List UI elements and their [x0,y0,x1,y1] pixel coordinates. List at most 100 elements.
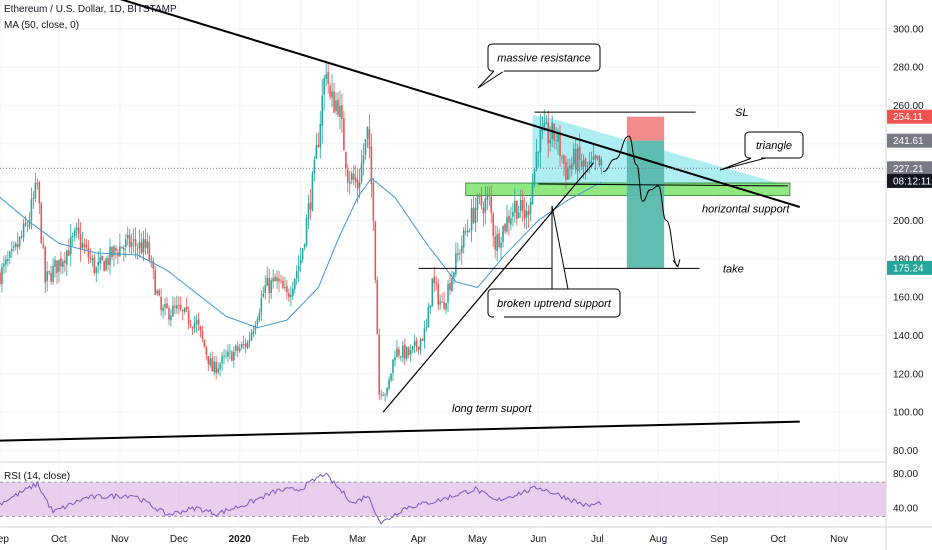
candle-body [132,239,135,241]
candle-body [238,348,241,351]
candle-body [107,257,109,265]
rsi-legend[interactable]: RSI (14, close) [4,471,71,482]
candle-body [337,99,339,115]
time-tick-label: Nov [830,534,848,545]
candle-body [195,320,198,324]
time-tick-label: Jun [530,534,546,545]
candle-body [213,361,215,372]
candle-body [20,236,23,237]
candle-body [405,347,408,359]
candle-body [400,356,402,358]
candle-body [176,305,178,309]
annotation-text: long term suport [452,403,532,415]
candle-body [309,201,312,209]
candle-body [268,278,271,294]
candle-body [7,259,9,261]
symbol-legend[interactable]: Ethereum / U.S. Dollar, 1D, BITSTAMP [4,4,177,15]
candle-body [421,339,424,341]
candle-body [563,155,565,164]
price-tick-label: 300.00 [893,24,924,35]
candle-body [297,265,300,271]
candle-body [3,263,5,267]
candle-body [403,344,406,359]
candle-body [91,258,94,261]
candle-body [307,203,310,219]
resistance-callout-tail [477,70,506,89]
candle-body [270,280,272,294]
resistance-callout-box [487,43,601,72]
candle-body [372,183,375,222]
candle-body [409,350,412,355]
rsi-line [0,472,602,525]
price-tick-label: 160.00 [893,293,924,304]
candle-body [67,250,70,256]
candle-body [126,234,129,239]
candle-body [441,301,443,303]
candle-body [333,91,335,113]
candle-body [85,244,88,248]
triangle-callout-box [744,131,804,159]
candle-body [533,169,536,185]
candle-body [478,194,481,198]
candle-body [235,345,237,351]
candle-body [415,340,418,347]
candle-body [160,296,162,311]
candle-body [413,341,416,346]
candle-body [537,152,540,154]
price-label-bg [887,173,932,188]
candle-body [557,132,559,142]
candle-body [390,373,392,381]
candle-body [211,357,214,372]
time-tick-label: 2020 [229,534,252,545]
candle-body [185,306,188,310]
time-tick-label: Oct [770,534,786,545]
candle-body [384,394,386,396]
candle-body [60,258,62,267]
uptrend-line [382,162,594,413]
candle-body [500,242,502,248]
uptrend-callout-tail [551,205,569,290]
candle-body [445,303,447,310]
projection-path [603,135,679,267]
candle-body [0,272,1,284]
candle-body [427,306,430,328]
candle-body [93,257,96,273]
candle-body [323,77,326,95]
candle-body [382,395,384,396]
candle-body [105,258,107,270]
candle-body [317,144,320,147]
candle-body [215,362,217,374]
time-tick-label: May [468,534,487,545]
candle-body [572,148,575,164]
rsi-tick-label: 80.00 [893,469,918,480]
ma-legend[interactable]: MA (50, close, 0) [4,20,80,31]
time-tick-label: Mar [349,534,367,545]
candle-body [274,276,276,282]
candle-body [576,148,579,171]
candle-body [386,388,388,395]
candle-body [113,246,115,256]
candle-body [396,348,398,357]
candle-body [362,155,365,164]
candle-body [254,325,257,330]
candle-body [1,266,3,284]
candle-body [178,305,180,307]
candle-body [87,248,90,258]
candle-body [248,339,251,342]
price-tick-label: 120.00 [893,369,924,380]
candle-body [168,307,170,320]
candle-body [217,368,219,373]
candle-body [596,155,599,159]
rsi-pane [0,461,886,525]
candle-body [378,334,381,395]
candle-body [527,210,530,215]
candle-body [77,227,80,235]
candle-body [26,225,29,227]
candle-body [164,303,166,308]
candle-body [529,202,532,214]
candle-body [246,341,249,349]
candle-body [183,308,186,312]
candle-body [411,346,414,351]
candle-body [58,259,60,272]
